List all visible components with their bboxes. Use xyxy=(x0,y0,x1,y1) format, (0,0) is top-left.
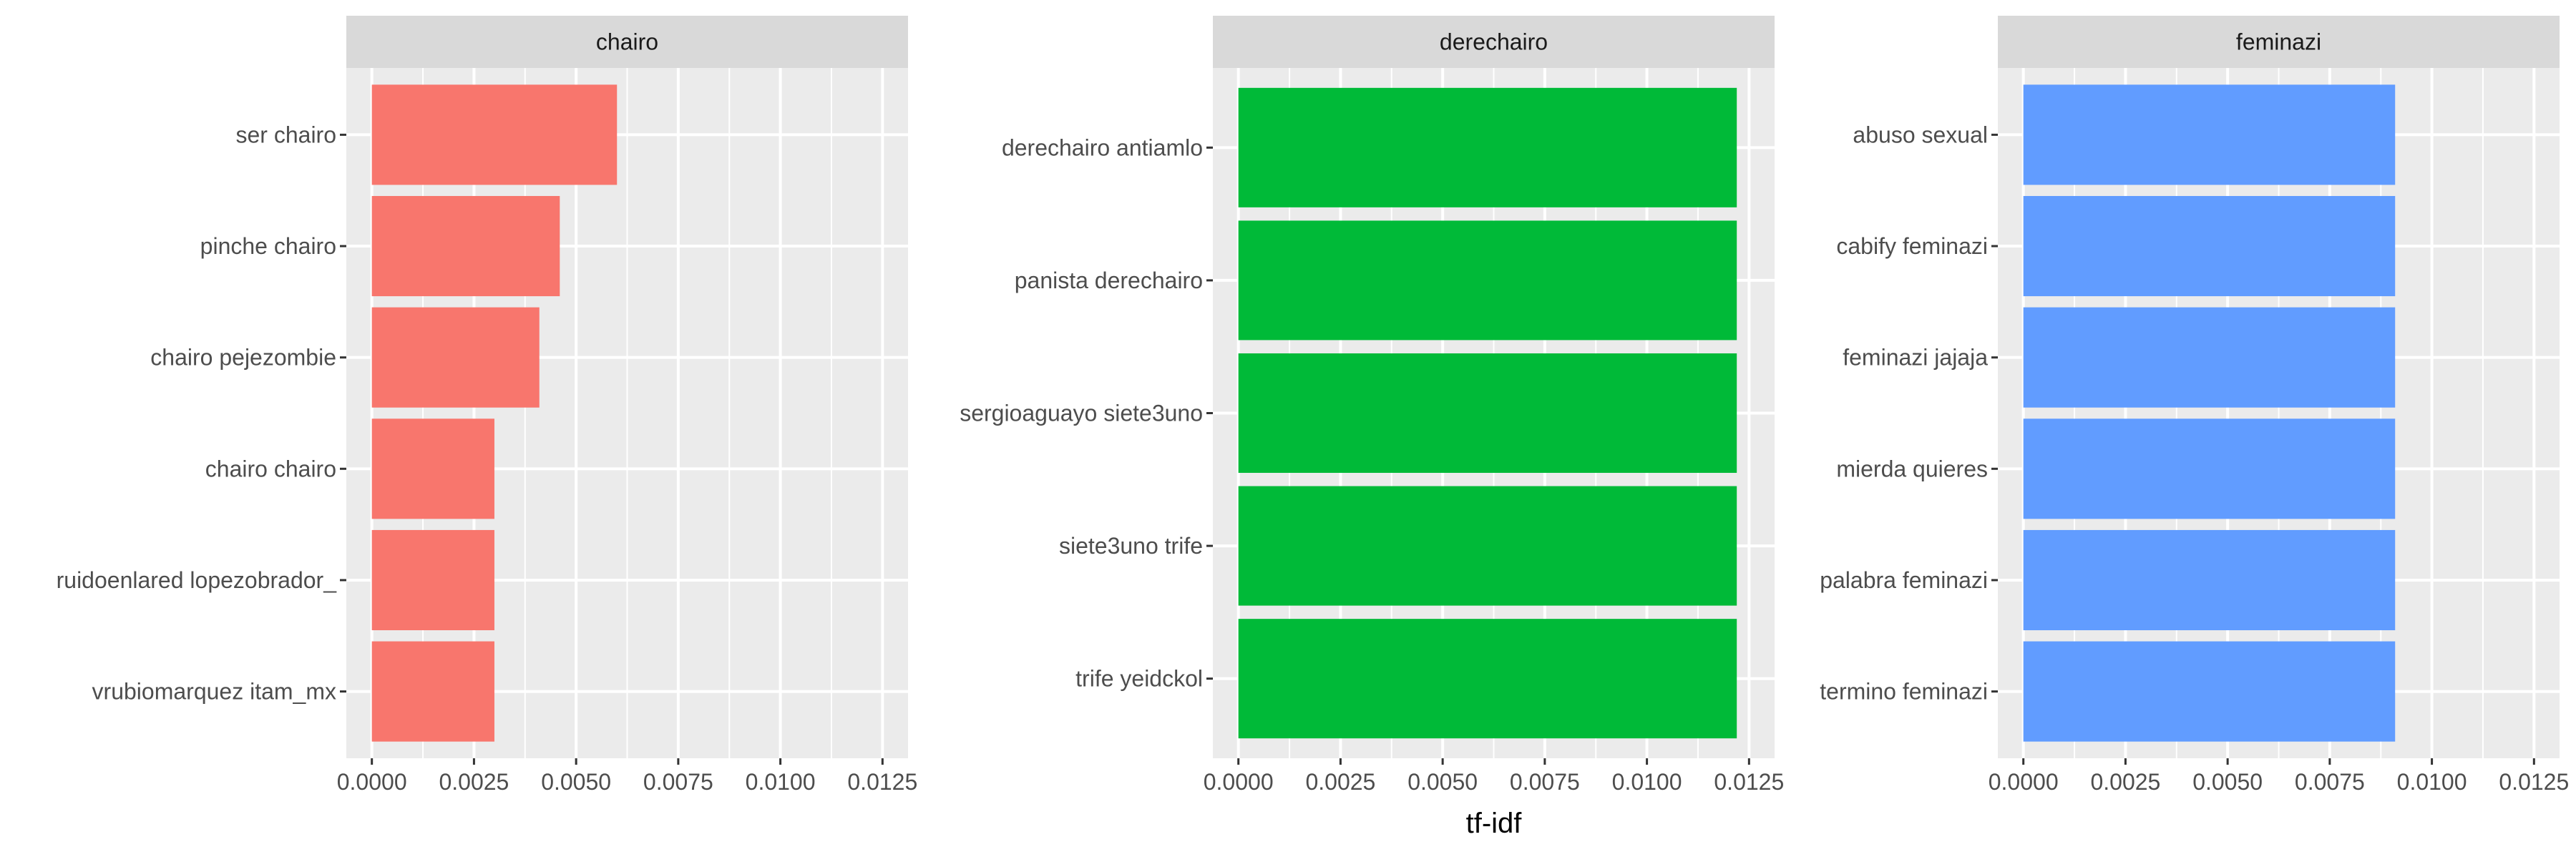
category-label: abuso sexual xyxy=(1853,122,1988,147)
category-label: pinche chairo xyxy=(200,233,336,259)
x-tick-label: 0.0100 xyxy=(1612,769,1682,795)
x-tick-label: 0.0125 xyxy=(2499,769,2569,795)
category-label: siete3uno trife xyxy=(1059,533,1203,559)
x-tick-label: 0.0100 xyxy=(2397,769,2467,795)
x-tick-label: 0.0125 xyxy=(1714,769,1784,795)
category-label: vrubiomarquez itam_mx xyxy=(92,679,336,705)
x-tick-label: 0.0075 xyxy=(1510,769,1580,795)
x-tick-label: 0.0000 xyxy=(1204,769,1274,795)
category-label: cabify feminazi xyxy=(1836,233,1988,259)
bar xyxy=(1238,353,1737,474)
category-label: sergioaguayo siete3uno xyxy=(960,401,1203,426)
category-label: chairo chairo xyxy=(205,456,336,481)
category-label: feminazi jajaja xyxy=(1843,345,1988,371)
bar xyxy=(371,529,494,631)
bar xyxy=(371,307,540,408)
x-tick-label: 0.0100 xyxy=(746,769,816,795)
facet-strip-title: derechairo xyxy=(1440,29,1548,55)
category-label: panista derechairo xyxy=(1015,268,1203,293)
bar xyxy=(2023,418,2396,519)
x-tick-label: 0.0025 xyxy=(439,769,509,795)
bar xyxy=(371,641,494,742)
category-label: ruidoenlared lopezobrador_ xyxy=(57,567,338,593)
x-tick-label: 0.0025 xyxy=(1305,769,1375,795)
bar xyxy=(2023,307,2396,408)
category-label: ser chairo xyxy=(236,122,337,147)
x-tick-label: 0.0125 xyxy=(847,769,917,795)
bar xyxy=(371,195,560,297)
category-label: trife yeidckol xyxy=(1075,666,1203,692)
bar xyxy=(1238,87,1737,207)
bar xyxy=(371,418,494,519)
x-tick-label: 0.0050 xyxy=(2192,769,2263,795)
x-tick-label: 0.0000 xyxy=(337,769,407,795)
facet-strip-title: feminazi xyxy=(2236,29,2321,55)
bar xyxy=(2023,195,2396,297)
bar xyxy=(2023,84,2396,185)
category-label: chairo pejezombie xyxy=(150,345,336,371)
x-tick-label: 0.0075 xyxy=(2295,769,2365,795)
facet-strip-background xyxy=(1213,16,1775,68)
category-label: derechairo antiamlo xyxy=(1002,134,1203,160)
bar xyxy=(2023,641,2396,742)
x-tick-label: 0.0075 xyxy=(643,769,713,795)
x-tick-label: 0.0050 xyxy=(541,769,611,795)
bar xyxy=(2023,529,2396,631)
bar xyxy=(1238,486,1737,606)
facet-strip-title: chairo xyxy=(596,29,658,55)
category-label: palabra feminazi xyxy=(1820,567,1988,593)
x-axis-title: tf-idf xyxy=(1466,808,1523,839)
bar xyxy=(371,84,618,185)
facet-strip-background xyxy=(1998,16,2560,68)
bar xyxy=(1238,619,1737,739)
category-label: mierda quieres xyxy=(1836,456,1988,481)
bar xyxy=(1238,220,1737,341)
x-tick-label: 0.0000 xyxy=(1989,769,2059,795)
category-label: termino feminazi xyxy=(1820,679,1988,705)
x-tick-label: 0.0050 xyxy=(1407,769,1478,795)
x-tick-label: 0.0025 xyxy=(2090,769,2160,795)
facet-strip-background xyxy=(346,16,908,68)
